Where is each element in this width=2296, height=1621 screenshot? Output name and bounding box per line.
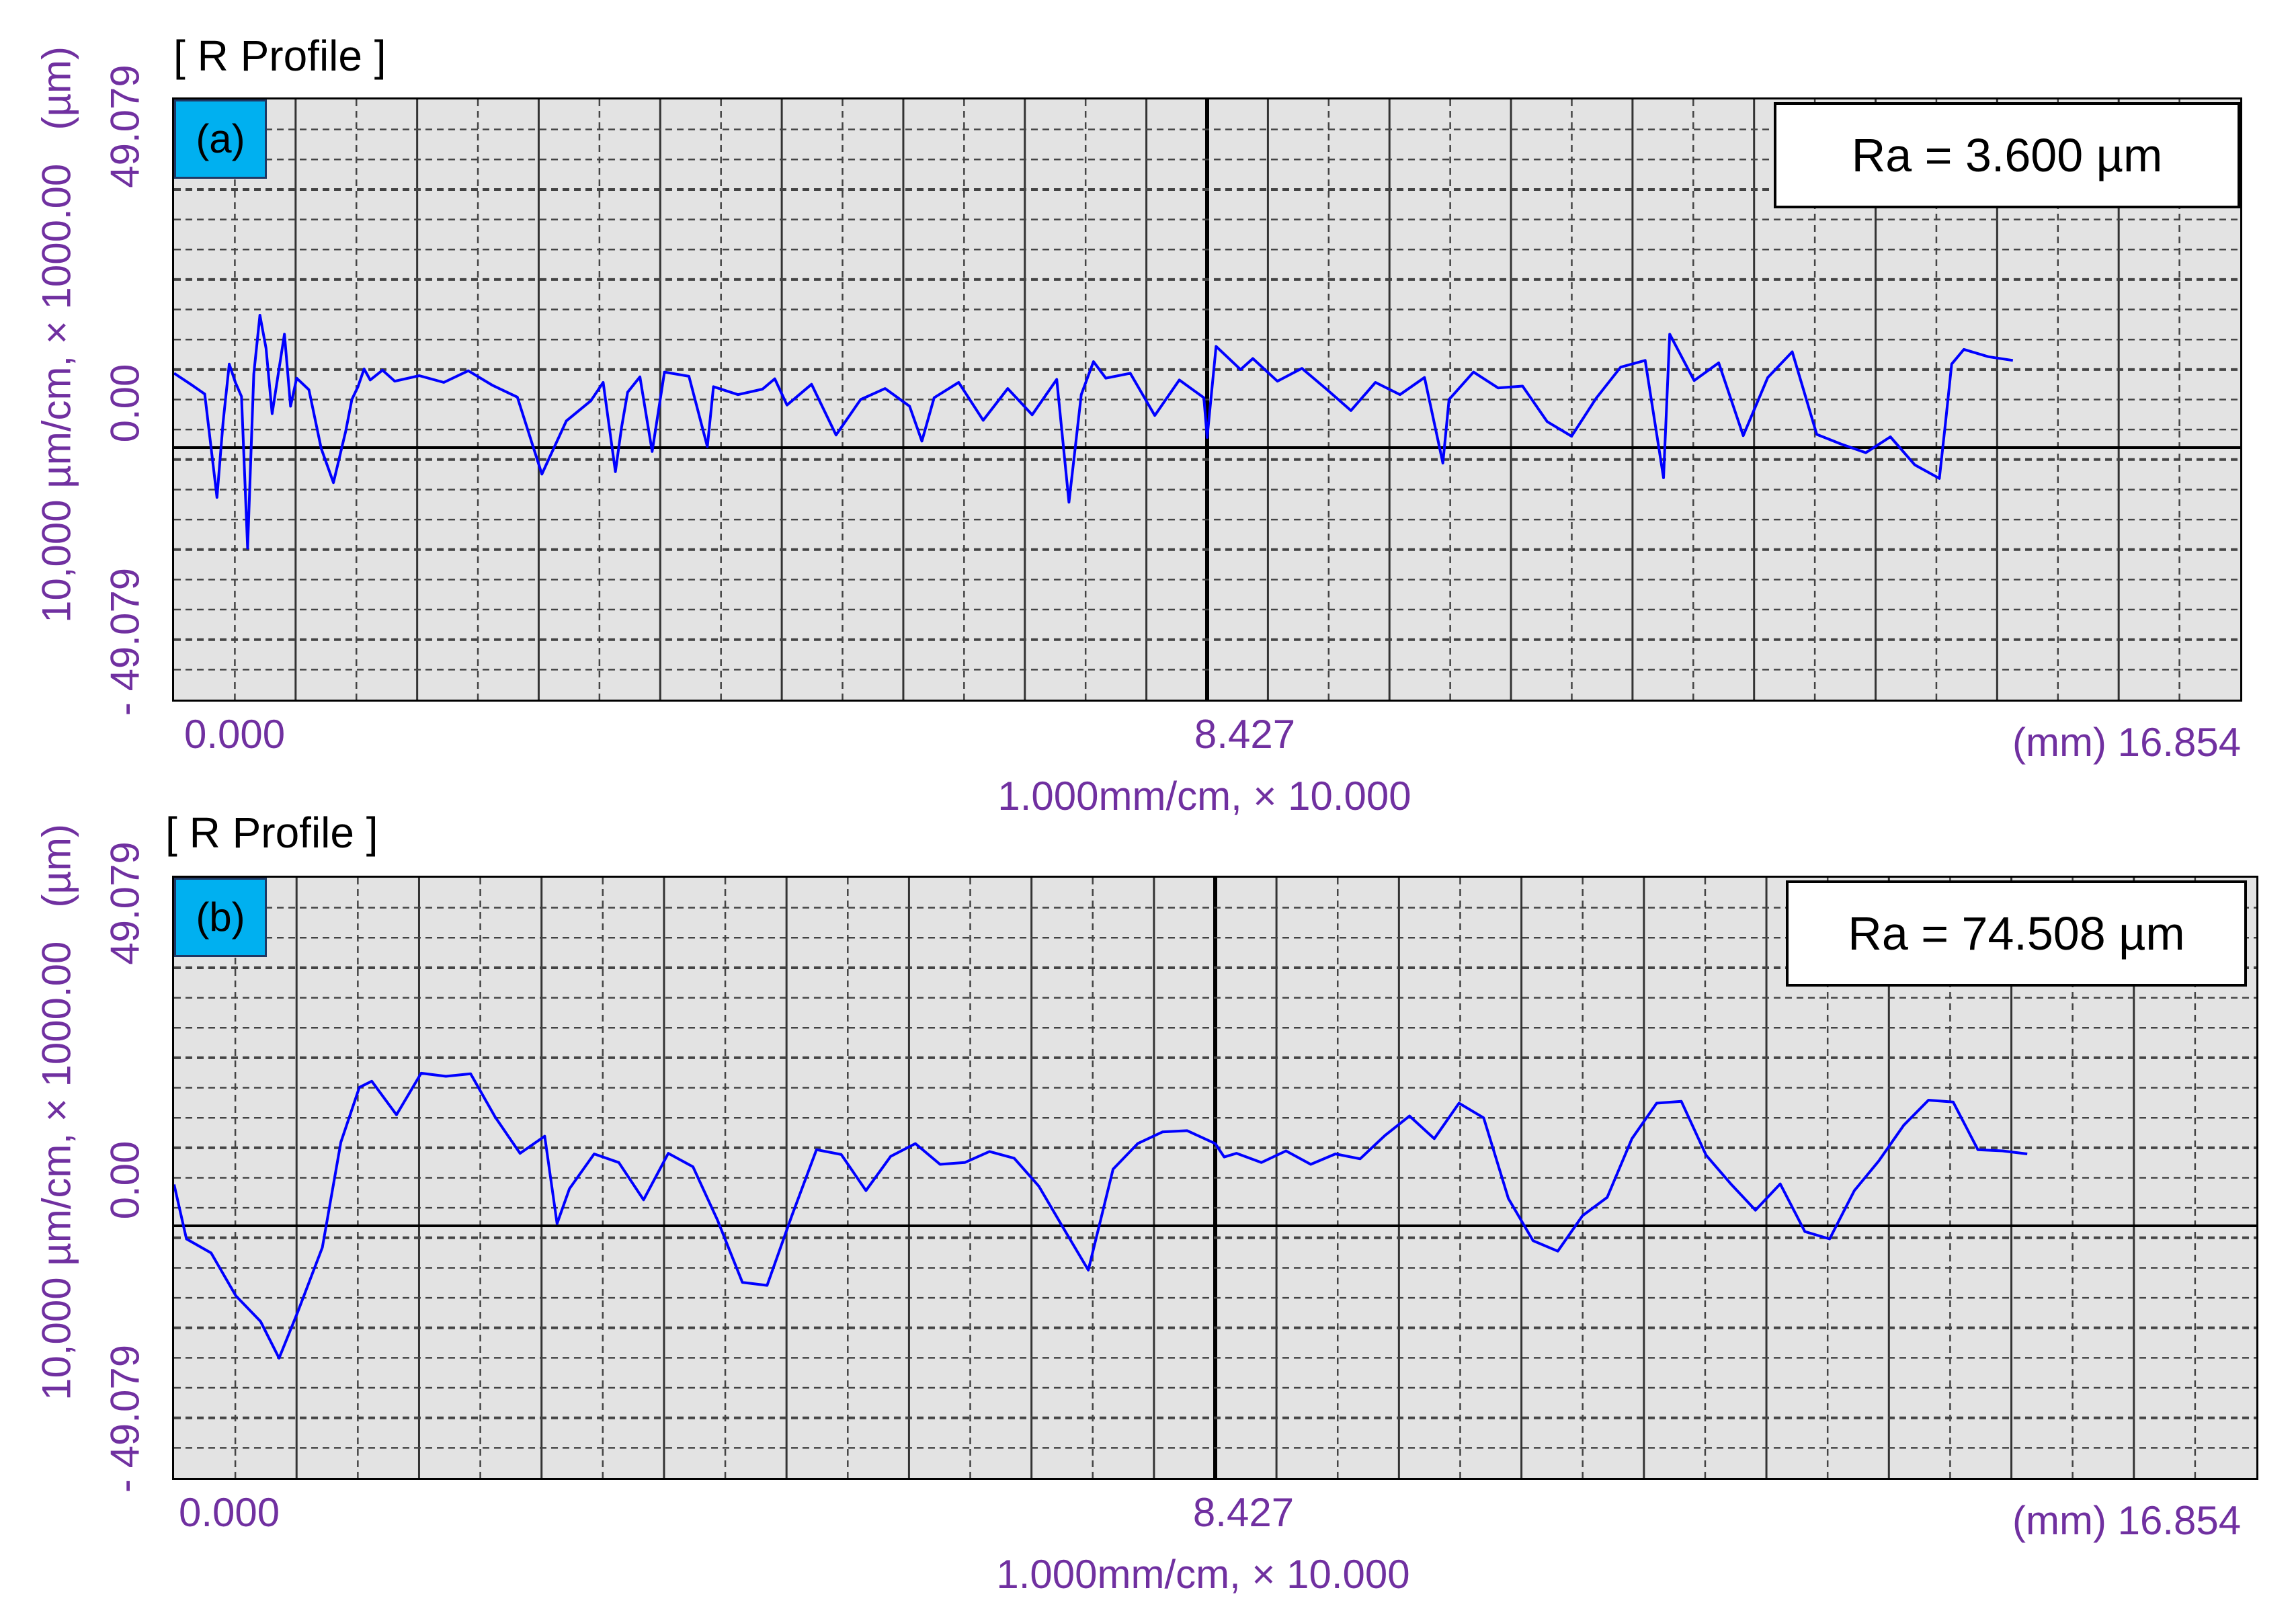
y-axis-label: 10,000 µm/cm, × 1000.00 (µm) [34,824,79,1401]
x-tick-start: 0.000 [179,1490,280,1535]
y-tick-top: 49.079 [102,841,148,965]
y-tick-bottom: - 49.079 [102,567,148,716]
y-tick-zero: 0.00 [102,364,148,443]
x-tick-mid: 8.427 [1194,712,1296,757]
ra-annotation: Ra = 74.508 µm [1786,880,2247,987]
y-tick-zero: 0.00 [102,1140,148,1220]
panel-label-badge: (b) [174,878,267,957]
chart-title: [ R Profile ] [165,808,378,857]
chart-panel-b: [ R Profile ] 10,000 µm/cm, × 1000.00 (µ… [0,780,2296,1597]
gridlines [174,99,2240,700]
plot-area: (b) Ra = 74.508 µm [172,876,2258,1480]
x-tick-start: 0.000 [184,712,286,757]
x-tick-end: (mm) 16.854 [2012,1498,2242,1543]
profile-line [174,314,2014,550]
plot-svg [174,878,2256,1478]
y-tick-bottom: - 49.079 [102,1344,148,1493]
y-tick-top: 49.079 [102,65,148,188]
plot-svg [174,99,2240,700]
chart-title: [ R Profile ] [173,32,386,80]
x-tick-end: (mm) 16.854 [2012,720,2242,765]
panel-label-badge: (a) [174,99,267,179]
plot-area: (a) Ra = 3.600 µm [172,97,2242,702]
x-tick-mid: 8.427 [1192,1490,1295,1535]
profile-line [174,1071,2028,1360]
x-axis-label: 1.000mm/cm, × 10.000 [997,774,1411,819]
x-axis-label: 1.000mm/cm, × 10.000 [996,1552,1410,1597]
y-axis-label: 10,000 µm/cm, × 1000.00 (µm) [34,46,79,623]
chart-panel-a: [ R Profile ] 10,000 µm/cm, × 1000.00 (µ… [0,0,2296,819]
ra-annotation: Ra = 3.600 µm [1774,102,2240,208]
gridlines [174,878,2256,1478]
